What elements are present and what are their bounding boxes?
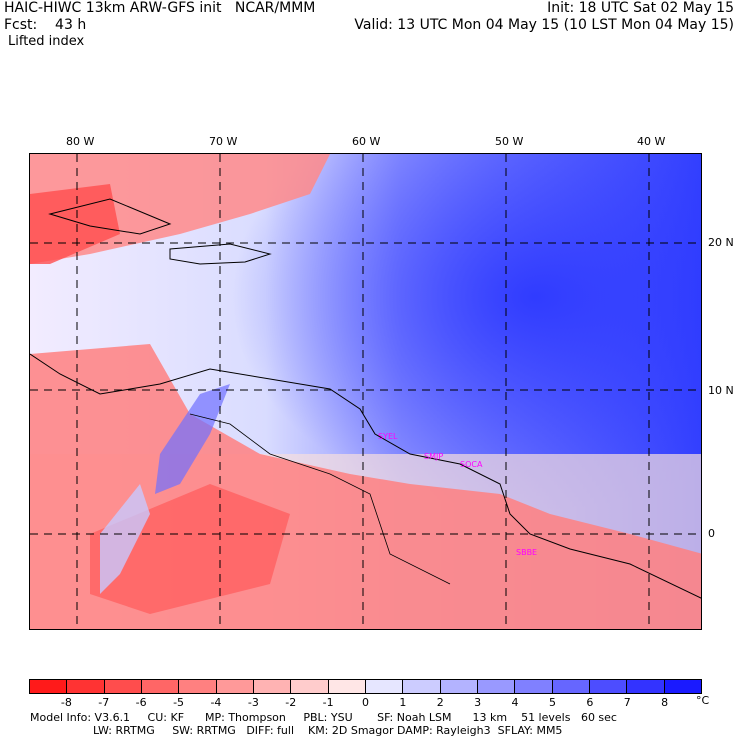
lon-label-60w: 60 W [352,135,381,148]
colorbar-tick-label: 0 [362,696,369,709]
colorbar-tick-label: -4 [210,696,222,709]
colorbar-cell [179,680,217,693]
model-title: HAIC-HIWC 13km ARW-GFS init NCAR/MMM [4,0,316,16]
colorbar-cell [365,680,404,693]
colorbar-cell [216,680,254,693]
coastline-south-america [30,353,701,599]
colorbar-tick-label: 1 [399,696,407,709]
colorbar [29,679,702,694]
colorbar-cell [67,680,105,693]
lon-label-50w: 50 W [495,135,524,148]
colorbar-tick-label: 6 [586,696,594,709]
model-info-line2: LW: RRTMG SW: RRTMG DIFF: full KM: 2D Sm… [30,724,563,737]
colorbar-cell [664,680,701,693]
init-time: Init: 18 UTC Sat 02 May 15 [547,0,734,16]
colorbar-cell [627,680,665,693]
colorbar-tick-label: -3 [247,696,259,709]
stable-patch [100,484,150,594]
valid-time: Valid: 13 UTC Mon 04 May 15 (10 LST Mon … [354,17,734,33]
city-label-syel: SYEL [378,432,398,441]
model-info-line1: Model Info: V3.6.1 CU: KF MP: Thompson P… [30,711,617,724]
colorbar-cell [104,680,142,693]
colorbar-tick-label: -2 [285,696,297,709]
city-label-smjp: SMJP [424,452,444,461]
lon-label-40w: 40 W [637,135,666,148]
unstable-core-north [30,184,120,264]
colorbar-cell [477,680,516,693]
colorbar-tick-label: 2 [436,696,444,709]
lat-label-20n: 20 N [708,236,734,249]
colorbar-cell [141,680,180,693]
colorbar-tick-label: 7 [623,696,631,709]
lon-label-80w: 80 W [66,135,95,148]
lon-label-70w: 70 W [209,135,238,148]
map-canvas [30,154,701,629]
colorbar-tick-label: 3 [474,696,482,709]
colorbar-cell [328,680,366,693]
lat-label-0: 0 [708,527,715,540]
colorbar-tick-label: 8 [661,696,669,709]
colorbar-tick-label: -7 [98,696,110,709]
coastline-hispaniola [169,243,272,265]
field-name: Lifted index [8,34,85,49]
colorbar-cell [515,680,553,693]
colorbar-unit: °C [696,694,710,707]
graticule [30,154,701,629]
colorbar-cell [253,680,292,693]
lat-label-10n: 10 N [708,384,734,397]
colorbar-tick-label: 5 [548,696,556,709]
stable-streak [155,384,230,494]
forecast-hour: Fcst: 43 h [4,17,87,33]
colorbar-cell [403,680,441,693]
colorbar-cell [440,680,478,693]
colorbar-cell [30,680,68,693]
border-lines [189,413,451,585]
colorbar-tick-label: 4 [511,696,519,709]
colorbar-tick-label: -1 [322,696,334,709]
colorbar-tick-label: -5 [173,696,185,709]
colorbar-cell [291,680,329,693]
coastline-cuba [48,198,172,235]
colorbar-cell [589,680,628,693]
city-label-sbbe: SBBE [516,548,538,557]
colorbar-tick-label: -6 [135,696,147,709]
city-label-soca: SOCA [460,460,483,469]
lifted-index-map [29,153,702,630]
colorbar-cell [552,680,590,693]
colorbar-tick-label: -8 [60,696,72,709]
